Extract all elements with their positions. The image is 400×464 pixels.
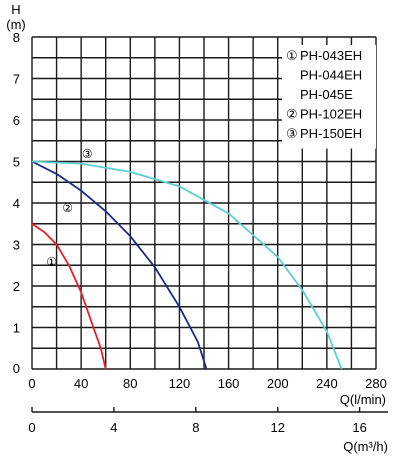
series-marker-label-1: ①	[46, 255, 57, 269]
x2-tick-label: 12	[270, 420, 284, 435]
series-line-3	[31, 160, 343, 370]
series-line-1	[31, 223, 107, 370]
y-tick-label: 1	[13, 321, 20, 336]
legend-entry: PH-043EH	[300, 48, 362, 63]
y-tick-label: 3	[13, 238, 20, 253]
y-tick-label: 4	[13, 196, 20, 211]
legend-entry: PH-102EH	[300, 107, 362, 122]
y-axis-label: H	[11, 2, 20, 17]
legend-entry: PH-045E	[300, 87, 353, 102]
series-line-2	[31, 160, 208, 370]
y-tick-label: 6	[13, 113, 20, 128]
legend-box	[282, 45, 376, 149]
y-axis-unit: (m)	[6, 17, 26, 32]
legend-marker: ③	[286, 126, 298, 141]
legend-entry: PH-150EH	[300, 126, 362, 141]
y-tick-label: 2	[13, 279, 20, 294]
x-tick-label: 240	[316, 376, 338, 391]
y-tick-label: 7	[13, 72, 20, 87]
legend-marker: ②	[286, 107, 298, 122]
x2-tick-label: 4	[110, 420, 117, 435]
grid	[31, 36, 377, 370]
legend-entry: PH-044EH	[300, 68, 362, 83]
legend-marker: ①	[286, 48, 298, 63]
x-axis-label: Q(l/min)	[340, 392, 386, 407]
x-tick-label: 120	[169, 376, 191, 391]
series-marker-label-2: ②	[62, 201, 73, 215]
series-marker-label-3: ③	[82, 147, 93, 161]
x-tick-label: 280	[365, 376, 387, 391]
x-tick-label: 0	[28, 376, 35, 391]
origin-label: 0	[13, 361, 20, 376]
x2-tick-label: 0	[28, 420, 35, 435]
x-tick-label: 200	[267, 376, 289, 391]
x2-axis-label: Q(m³/h)	[343, 439, 388, 454]
x2-tick-label: 16	[352, 420, 366, 435]
x-tick-label: 40	[74, 376, 88, 391]
series-layer: ① ② ③	[31, 147, 343, 370]
x-tick-label: 80	[123, 376, 137, 391]
x-tick-label: 160	[218, 376, 240, 391]
y-tick-label: 8	[13, 30, 20, 45]
y-tick-label: 5	[13, 155, 20, 170]
x2-tick-label: 8	[192, 420, 199, 435]
